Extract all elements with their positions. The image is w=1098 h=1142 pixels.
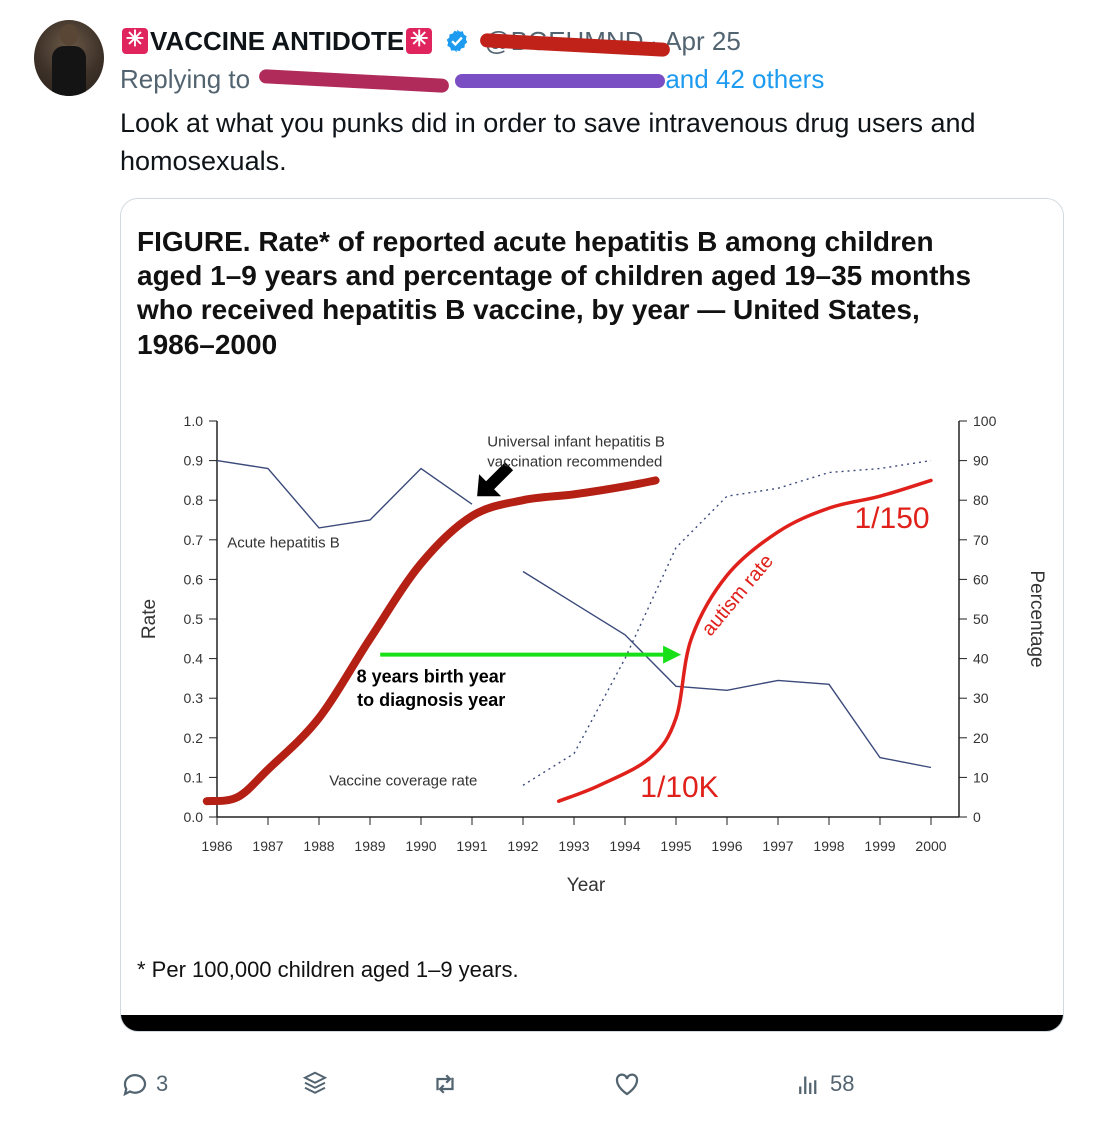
display-name-text: VACCINE ANTIDOTE [150, 25, 405, 56]
tweet-text: Look at what you punks did in order to s… [120, 108, 976, 176]
green-arrow-label: to diagnosis year [357, 690, 505, 710]
x-tick-label: 1995 [660, 838, 691, 854]
figure-title: FIGURE. Rate* of reported acute hepatiti… [136, 226, 971, 360]
y2-tick-label: 10 [973, 769, 989, 785]
replying-to: Replying to and 42 others [120, 64, 824, 95]
y2-tick-label: 70 [973, 532, 989, 548]
y-tick-label: 0.5 [184, 611, 204, 627]
x-tick-label: 1993 [558, 838, 589, 854]
y2-axis-title: Percentage [1026, 570, 1047, 667]
ratio-high-label: 1/150 [855, 502, 930, 535]
y-tick-label: 0.6 [184, 571, 204, 587]
y-tick-label: 1.0 [184, 413, 204, 429]
x-axis-title: Year [567, 875, 606, 896]
y2-tick-label: 20 [973, 730, 989, 746]
x-tick-label: 1996 [711, 838, 742, 854]
tweet-header: VACCINE ANTIDOTE @BGEHMND · Apr 25 [120, 24, 741, 58]
siren-icon [406, 26, 433, 54]
x-tick-label: 1988 [303, 838, 334, 854]
user-handle[interactable]: @BGEHMND [479, 26, 671, 57]
y-tick-label: 0.7 [184, 532, 204, 548]
verified-badge-icon [446, 29, 468, 53]
y2-tick-label: 0 [973, 809, 981, 825]
reply-button[interactable]: 3 [120, 1066, 168, 1102]
reply-count: 3 [156, 1071, 169, 1096]
reply-icon [123, 1074, 147, 1097]
display-name[interactable]: VACCINE ANTIDOTE [120, 26, 434, 57]
x-tick-label: 1990 [405, 838, 436, 854]
overlay-hepb-curve [202, 476, 660, 806]
x-tick-label: 1994 [609, 838, 640, 854]
replying-others-link[interactable]: and 42 others [665, 64, 825, 94]
separator-dot: · [649, 25, 659, 56]
universal-vaccination-label: Universal infant hepatitis B [487, 434, 665, 451]
figure-title-line: aged 1–9 years and percentage of childre… [137, 260, 971, 291]
tweet-date[interactable]: Apr 25 [664, 25, 741, 56]
green-arrow-head [663, 645, 682, 664]
y-tick-label: 0.8 [184, 492, 204, 508]
siren-icon [122, 26, 148, 54]
y-tick-label: 0.2 [184, 730, 204, 746]
tweet-image[interactable]: FIGURE. Rate* of reported acute hepatiti… [120, 198, 1064, 1032]
replying-prefix: Replying to [120, 64, 251, 94]
y2-tick-label: 80 [973, 492, 989, 508]
y2-tick-label: 60 [973, 571, 989, 587]
x-tick-label: 1998 [813, 838, 844, 854]
y2-tick-label: 90 [973, 453, 989, 469]
y-tick-label: 0.1 [184, 769, 204, 785]
stack-button[interactable] [300, 1066, 330, 1102]
series-line-acute-hepatitis-b [522, 570, 932, 769]
y2-tick-label: 40 [973, 651, 989, 667]
image-bottom-bar [121, 1015, 1063, 1031]
y-tick-label: 0.4 [184, 651, 204, 667]
x-tick-label: 1992 [507, 838, 538, 854]
like-button[interactable] [612, 1066, 642, 1102]
figure-title-line: 1986–2000 [137, 329, 277, 360]
figure-title-line: who received hepatitis B vaccine, by yea… [136, 294, 920, 325]
vaccine-coverage-label: Vaccine coverage rate [329, 772, 477, 789]
y-tick-label: 0.9 [184, 453, 204, 469]
figure-title-line: FIGURE. Rate* of reported acute hepatiti… [137, 226, 934, 257]
x-tick-label: 1987 [252, 838, 283, 854]
universal-vaccination-label: vaccination recommended [487, 454, 662, 471]
y2-tick-label: 30 [973, 690, 989, 706]
y-axis-title: Rate [139, 599, 160, 639]
green-arrow-label: 8 years birth year [357, 666, 506, 686]
figure-graphic: FIGURE. Rate* of reported acute hepatiti… [121, 199, 1063, 1031]
x-tick-label: 1986 [201, 838, 232, 854]
heart-icon [615, 1073, 639, 1096]
x-tick-label: 2000 [915, 838, 946, 854]
views-count: 58 [830, 1071, 855, 1096]
series-line-acute-hepatitis-b [216, 459, 473, 529]
retweet-button[interactable] [430, 1066, 460, 1102]
redacted-mention[interactable] [455, 74, 666, 89]
avatar[interactable] [34, 20, 104, 96]
redacted-mention[interactable] [259, 69, 450, 94]
x-tick-label: 1997 [762, 838, 793, 854]
black-arrow-icon [477, 462, 514, 497]
x-tick-label: 1999 [864, 838, 895, 854]
views-button[interactable]: 58 [794, 1066, 854, 1102]
action-bar: 3 58 [0, 1066, 1098, 1102]
y-tick-label: 0.0 [184, 809, 204, 825]
acute-hepatitis-label: Acute hepatitis B [227, 535, 340, 552]
views-chart-icon [799, 1076, 817, 1094]
retweet-icon [436, 1074, 454, 1094]
layers-icon [302, 1071, 328, 1094]
x-tick-label: 1989 [354, 838, 385, 854]
overlay-autism-curve [556, 478, 933, 803]
y2-tick-label: 100 [973, 413, 997, 429]
ratio-low-label: 1/10K [640, 771, 718, 804]
y-tick-label: 0.3 [184, 690, 204, 706]
figure-footnote: * Per 100,000 children aged 1–9 years. [137, 957, 519, 982]
y2-tick-label: 50 [973, 611, 989, 627]
x-tick-label: 1991 [456, 838, 487, 854]
